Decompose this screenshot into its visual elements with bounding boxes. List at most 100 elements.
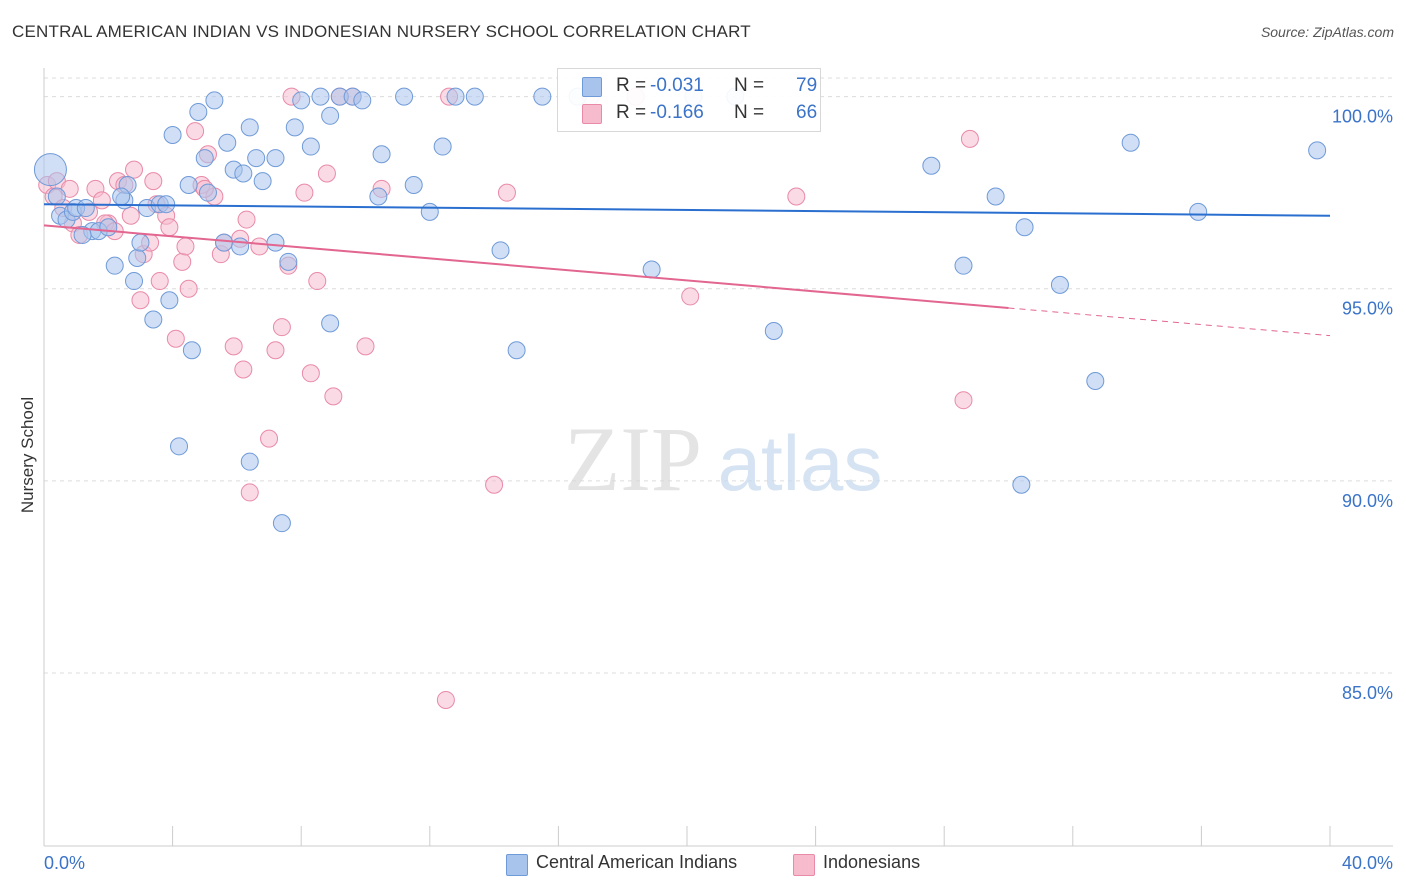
point-blue xyxy=(321,106,340,125)
point-blue xyxy=(240,452,259,471)
point-blue xyxy=(195,149,214,168)
point-pink xyxy=(176,237,195,256)
point-pink xyxy=(234,360,253,379)
point-blue xyxy=(247,149,266,168)
point-pink xyxy=(960,129,979,148)
point-pink xyxy=(485,475,504,494)
point-blue xyxy=(420,202,439,221)
chart-title: CENTRAL AMERICAN INDIAN VS INDONESIAN NU… xyxy=(12,22,751,41)
point-blue xyxy=(491,241,510,260)
point-blue xyxy=(285,118,304,137)
y-tick-label: 85.0% xyxy=(1342,683,1393,703)
legend-swatch-blue xyxy=(582,77,602,97)
point-pink xyxy=(131,291,150,310)
point-pink xyxy=(237,210,256,229)
point-pink xyxy=(173,252,192,271)
point-pink xyxy=(179,279,198,298)
point-blue xyxy=(279,252,298,271)
point-blue xyxy=(404,175,423,194)
point-pink xyxy=(240,483,259,502)
point-blue xyxy=(99,218,118,237)
point-blue xyxy=(272,514,291,533)
legend-n-value: 66 xyxy=(796,102,818,123)
point-blue xyxy=(163,126,182,145)
point-blue xyxy=(1050,275,1069,294)
point-pink xyxy=(224,337,243,356)
point-blue xyxy=(1012,475,1031,494)
point-pink xyxy=(787,187,806,206)
point-pink xyxy=(266,341,285,360)
point-blue xyxy=(144,310,163,329)
legend-label: Indonesians xyxy=(823,852,921,872)
point-pink xyxy=(681,287,700,306)
point-blue xyxy=(218,133,237,152)
point-blue xyxy=(170,437,189,456)
point-blue xyxy=(157,195,176,214)
x-tick-label-max: 40.0% xyxy=(1342,853,1393,873)
point-pink xyxy=(121,206,140,225)
source-note: Source: ZipAtlas.com xyxy=(1260,24,1394,40)
legend-r-label: R = xyxy=(616,75,647,96)
point-pink xyxy=(144,172,163,191)
point-blue xyxy=(353,91,372,110)
point-blue xyxy=(301,137,320,156)
point-blue xyxy=(1086,371,1105,390)
point-blue xyxy=(76,199,95,218)
point-blue xyxy=(73,225,92,244)
legend-swatch-blue xyxy=(506,854,528,876)
point-blue xyxy=(128,249,147,267)
point-blue xyxy=(240,118,259,137)
y-tick-labels: 85.0% 90.0% 95.0% 100.0% xyxy=(1332,107,1393,703)
legend-r-value: -0.031 xyxy=(650,75,704,96)
point-blue xyxy=(112,187,131,206)
point-blue xyxy=(182,341,201,360)
legend-r-label: R = xyxy=(616,102,647,123)
point-blue xyxy=(446,87,465,106)
point-blue xyxy=(253,172,272,191)
point-blue xyxy=(954,256,973,275)
point-pink xyxy=(186,122,205,141)
point-pink xyxy=(295,183,314,202)
legend-r-value: -0.166 xyxy=(650,102,704,123)
trend-line-pink xyxy=(43,224,1009,309)
point-pink xyxy=(356,337,375,356)
point-blue xyxy=(131,233,150,252)
point-blue xyxy=(433,137,452,156)
series-central-american-indians xyxy=(33,87,1327,533)
point-blue xyxy=(1308,141,1327,160)
y-tick-label: 100.0% xyxy=(1332,107,1393,127)
point-pink xyxy=(436,690,455,709)
point-blue xyxy=(507,341,526,360)
point-pink xyxy=(166,329,185,348)
point-blue xyxy=(179,175,198,194)
point-pink xyxy=(301,364,320,383)
x-tick-label-min: 0.0% xyxy=(44,853,85,873)
axes xyxy=(43,68,1393,847)
trend-line-pink-extension xyxy=(1008,307,1331,337)
point-blue xyxy=(311,87,330,106)
point-pink xyxy=(308,272,327,291)
point-blue xyxy=(1121,133,1140,152)
trend-lines xyxy=(43,203,1331,337)
point-blue xyxy=(234,164,253,183)
point-blue xyxy=(189,102,208,121)
point-pink xyxy=(272,318,291,337)
trend-line-blue xyxy=(43,203,1331,217)
y-tick-label: 95.0% xyxy=(1342,299,1393,319)
point-blue xyxy=(160,291,179,310)
point-blue xyxy=(266,233,285,252)
point-blue xyxy=(198,183,217,202)
point-blue xyxy=(47,187,66,206)
point-blue xyxy=(125,272,144,291)
point-pink xyxy=(497,183,516,202)
point-blue xyxy=(215,233,234,252)
point-pink xyxy=(150,272,169,291)
point-blue xyxy=(321,314,340,333)
y-tick-label: 90.0% xyxy=(1342,491,1393,511)
legend-n-value: 79 xyxy=(796,75,818,96)
point-pink xyxy=(92,191,111,210)
point-blue xyxy=(533,87,552,106)
point-blue xyxy=(642,260,661,279)
watermark-zip: ZIP xyxy=(564,408,702,510)
